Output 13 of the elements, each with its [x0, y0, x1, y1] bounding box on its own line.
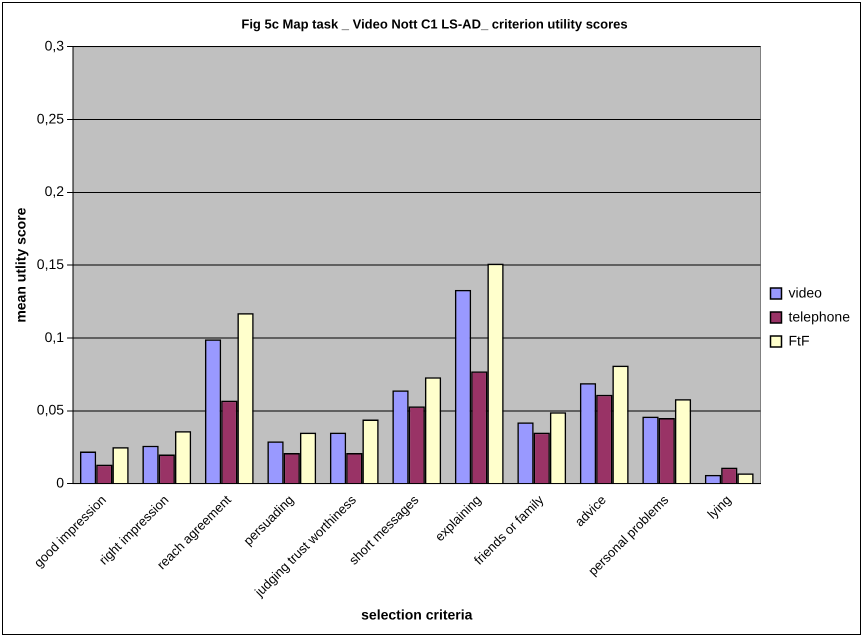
legend-label: video	[788, 284, 822, 300]
y-tick-label: 0,1	[44, 328, 64, 345]
x-axis-title: selection criteria	[361, 606, 473, 622]
legend-label: telephone	[788, 308, 850, 324]
y-tick-label: 0,15	[36, 256, 64, 272]
y-tick-label: 0,25	[36, 110, 64, 126]
y-axis-title: mean utlity score	[12, 207, 28, 323]
y-tick-label: 0,05	[36, 402, 64, 418]
chart-title: Fig 5c Map task _ Video Nott C1 LS-AD_ criterion utility scores	[241, 16, 628, 32]
legend-label: FtF	[788, 332, 810, 348]
y-tick-label: 0	[56, 474, 64, 490]
y-tick-label: 0,2	[44, 183, 64, 200]
y-tick-label: 0,3	[44, 37, 64, 54]
